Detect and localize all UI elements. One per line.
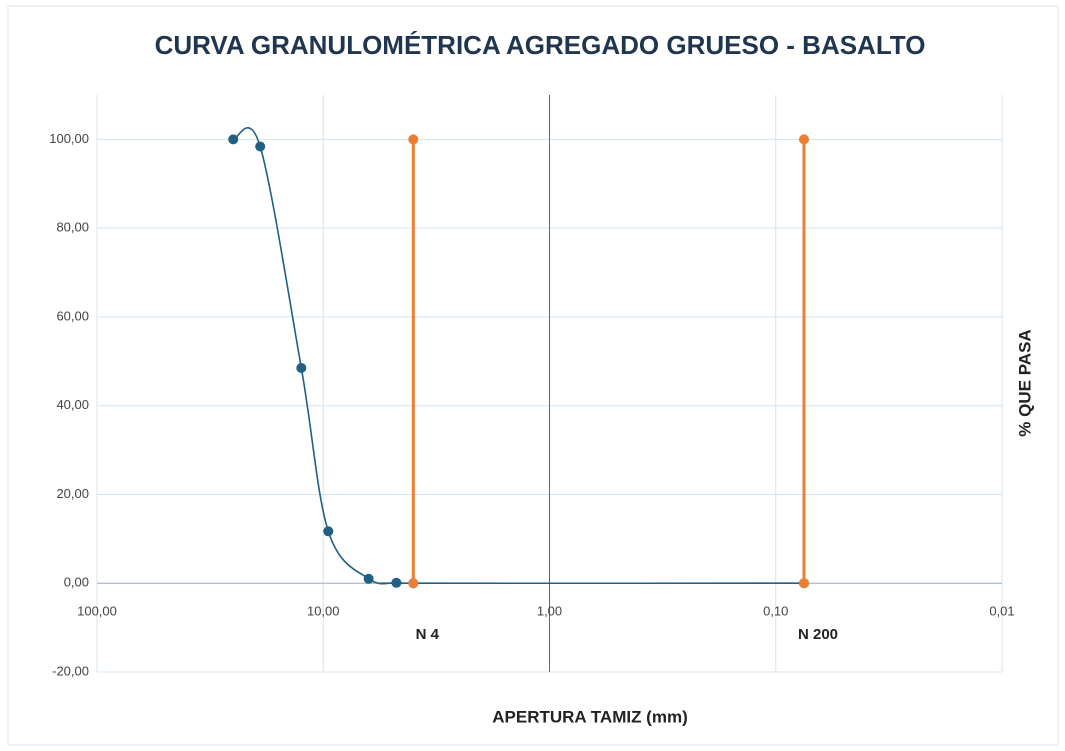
data-point xyxy=(363,573,374,584)
data-point xyxy=(323,526,334,537)
chart-frame xyxy=(7,5,1059,746)
data-point xyxy=(799,134,810,145)
y-tick-label: 40,00 xyxy=(56,397,89,412)
y-tick-label: 60,00 xyxy=(56,308,89,323)
y-tick-label: 0,00 xyxy=(64,575,89,590)
data-point xyxy=(408,578,419,589)
data-point xyxy=(391,577,402,588)
y-tick-label: 100,00 xyxy=(49,131,89,146)
x-tick-label: 10,00 xyxy=(307,604,340,619)
x-tick-label: 100,00 xyxy=(77,604,117,619)
y-tick-label: -20,00 xyxy=(52,663,89,678)
x-axis-label: APERTURA TAMIZ (mm) xyxy=(492,707,687,726)
data-point xyxy=(296,362,307,373)
y-tick-label: 20,00 xyxy=(56,486,89,501)
annotation: N 200 xyxy=(798,626,838,643)
data-point xyxy=(228,134,239,145)
chart-title: CURVA GRANULOMÉTRICA AGREGADO GRUESO - B… xyxy=(155,30,926,60)
x-tick-label: 1,00 xyxy=(537,604,562,619)
y-tick-label: 80,00 xyxy=(56,220,89,235)
x-tick-label: 0,01 xyxy=(989,604,1014,619)
series-line xyxy=(232,127,805,585)
x-tick-label: 0,10 xyxy=(763,604,788,619)
data-point xyxy=(408,134,419,145)
y-axis-label: % QUE PASA xyxy=(1015,329,1034,436)
annotation: N 4 xyxy=(416,626,440,643)
data-point xyxy=(799,578,810,589)
data-point xyxy=(255,141,266,152)
